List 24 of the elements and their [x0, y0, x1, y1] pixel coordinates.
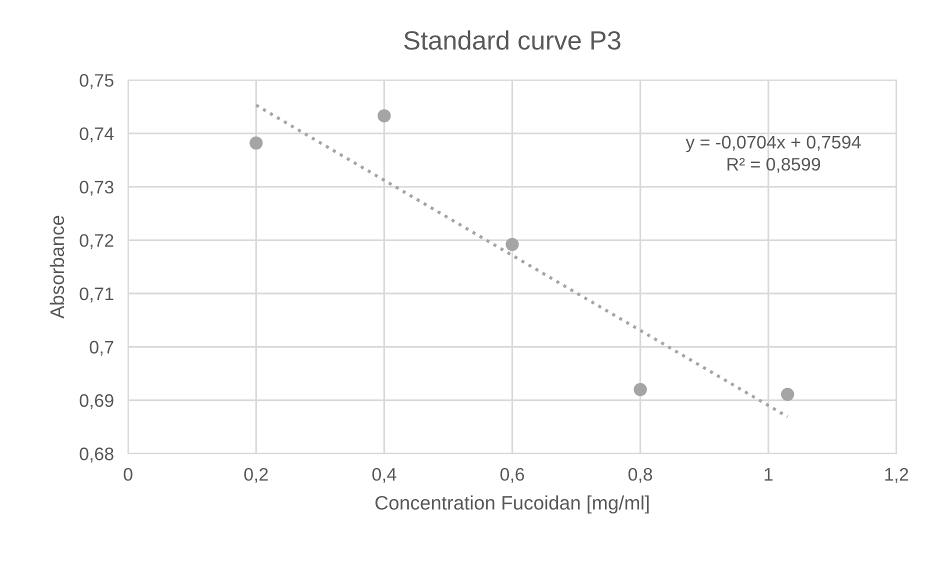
- y-tick-label: 0,68: [80, 448, 114, 462]
- x-tick-label: 0,2: [244, 468, 268, 483]
- annotation: y = -0,0704x + 0,7594 R² = 0,8599: [686, 136, 861, 173]
- y-tick-label: 0,71: [80, 287, 114, 302]
- y-tick-label: 0,75: [80, 74, 114, 89]
- x-tick-label: 1: [764, 468, 773, 481]
- x-tick-label: 0: [124, 468, 132, 481]
- y-tick-label: 0,72: [80, 234, 114, 250]
- point: [378, 109, 391, 122]
- y-tick-label: 0,74: [80, 127, 114, 142]
- chart-title: Standard curve P3: [404, 30, 620, 50]
- y-tick-label: 0,7: [90, 340, 114, 356]
- point: [250, 136, 263, 150]
- point: [634, 382, 647, 396]
- y-tick-label: 0,69: [80, 394, 114, 410]
- x-axis-title: Concentration Fucoidan [mg/ml]: [375, 495, 649, 514]
- x-tick-label: 1,2: [885, 468, 908, 483]
- point: [781, 388, 794, 401]
- x-tick-label: 0,4: [372, 468, 396, 483]
- y-axis-title: Absorbance: [50, 216, 64, 319]
- y-tick-label: 0,73: [80, 180, 114, 196]
- point: [506, 238, 519, 252]
- x-tick-label: 0,6: [500, 468, 524, 483]
- x-tick-label: 0,8: [628, 468, 652, 483]
